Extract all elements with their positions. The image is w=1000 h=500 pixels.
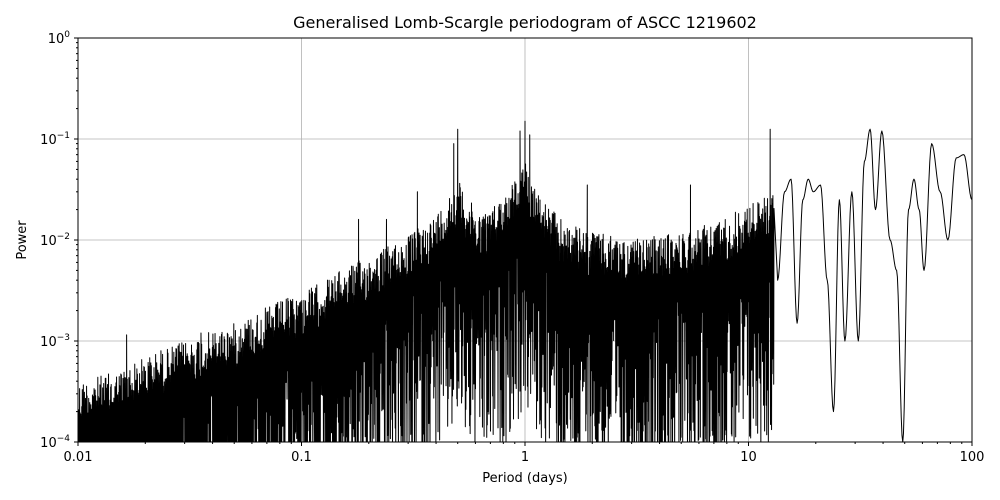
y-axis-label: Power xyxy=(15,220,30,260)
plot-area xyxy=(78,120,972,442)
x-tick-label: 100 xyxy=(960,450,985,465)
x-tick-label: 10 xyxy=(740,450,757,465)
chart-title: Generalised Lomb-Scargle periodogram of … xyxy=(293,13,757,32)
x-axis-ticks: 0.01 0.1 1 10 100 xyxy=(64,442,985,465)
x-tick-label: 0.01 xyxy=(64,450,93,465)
y-axis-ticks: 10−4 10−3 10−2 10−1 100 xyxy=(40,30,78,451)
x-tick-label: 1 xyxy=(521,450,529,465)
x-axis-label: Period (days) xyxy=(482,471,568,486)
y-tick-label: 100 xyxy=(48,30,71,47)
y-tick-label: 10−1 xyxy=(40,131,70,148)
y-tick-label: 10−2 xyxy=(40,232,70,249)
y-tick-label: 10−4 xyxy=(40,434,70,451)
periodogram-series-line xyxy=(78,120,972,442)
y-tick-label: 10−3 xyxy=(40,333,70,350)
x-tick-label: 0.1 xyxy=(291,450,312,465)
